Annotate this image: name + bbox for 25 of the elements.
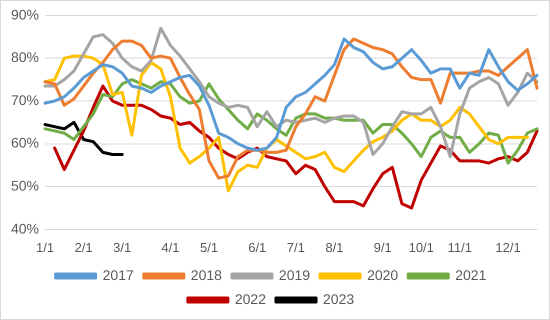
x-tick-label: 12/1 xyxy=(495,240,521,255)
legend-label: 2018 xyxy=(190,266,222,283)
y-tick-label: 80% xyxy=(10,49,40,66)
x-tick-label: 5/1 xyxy=(200,240,218,255)
legend-label: 2020 xyxy=(367,266,398,283)
y-tick-label: 90% xyxy=(10,6,40,22)
y-tick-label: 50% xyxy=(10,177,40,194)
x-tick-label: 6/1 xyxy=(248,240,266,255)
x-tick-label: 7/1 xyxy=(286,240,305,255)
legend-label: 2019 xyxy=(278,266,310,283)
x-tick-label: 2/1 xyxy=(74,240,93,255)
x-tick-label: 10/1 xyxy=(408,240,434,255)
legend-label: 2022 xyxy=(234,290,266,307)
x-tick-label: 11/1 xyxy=(448,240,472,255)
x-tick-label: 9/1 xyxy=(374,240,392,255)
legend-label: 2021 xyxy=(455,266,487,283)
x-tick-label: 8/1 xyxy=(325,240,344,255)
x-tick-label: 4/1 xyxy=(161,240,180,255)
y-tick-label: 40% xyxy=(10,220,40,236)
legend-label: 2023 xyxy=(323,290,354,307)
legend-label: 2017 xyxy=(102,266,134,283)
y-tick-label: 70% xyxy=(10,92,40,108)
x-tick-label: 1/1 xyxy=(36,240,54,255)
x-tick-label: 3/1 xyxy=(113,240,132,255)
y-tick-label: 60% xyxy=(10,134,40,151)
